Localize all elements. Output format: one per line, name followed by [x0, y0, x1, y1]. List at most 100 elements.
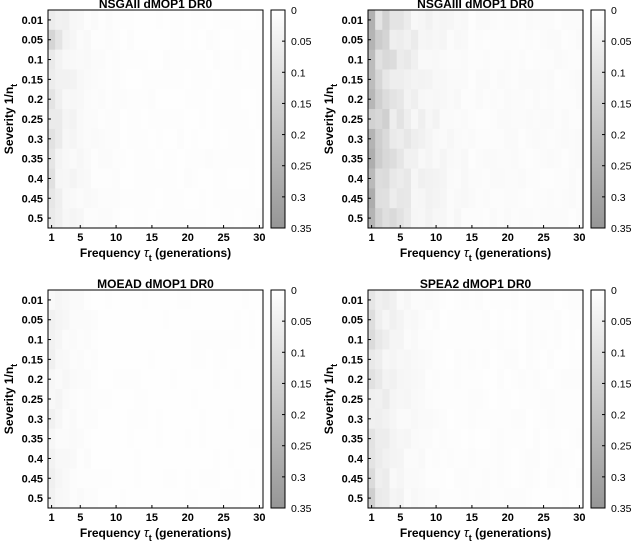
heatmap-cell	[518, 349, 527, 370]
heatmap-cell	[112, 128, 121, 150]
heatmap-cell	[454, 389, 462, 410]
heatmap-cell	[141, 29, 149, 51]
heatmap-cells	[48, 290, 264, 509]
heatmap-cell	[497, 309, 505, 331]
heatmap-cell	[220, 428, 228, 449]
heatmap-cell	[155, 389, 164, 410]
heatmap-cell	[454, 448, 462, 469]
heatmap-cell	[554, 168, 562, 189]
heatmap-cell	[518, 468, 527, 489]
heatmap-cell	[48, 29, 56, 51]
heatmap-cell	[55, 109, 63, 130]
heatmap-cell	[227, 10, 235, 31]
colorbar-tick-label: 0.05	[611, 316, 632, 328]
heatmap-cell	[575, 29, 584, 51]
heatmap-cell	[248, 49, 257, 70]
heatmap-cell	[69, 10, 78, 31]
heatmap-cell	[403, 49, 412, 70]
heatmap-cell	[62, 488, 70, 509]
heatmap-cell	[205, 329, 214, 350]
heatmap-cell	[446, 69, 455, 90]
heatmap-cell	[389, 488, 398, 509]
heatmap-cell	[575, 89, 584, 110]
heatmap-cell	[83, 448, 92, 469]
heatmap-cell	[255, 168, 264, 189]
heatmap-cell	[255, 408, 264, 430]
heatmap-cell	[432, 329, 441, 350]
heatmap-cell	[119, 128, 128, 150]
heatmap-cell	[489, 89, 498, 110]
heatmap-cell	[91, 448, 99, 469]
heatmap-cell	[489, 488, 498, 509]
heatmap-cell	[497, 448, 505, 469]
heatmap-cell	[141, 188, 149, 209]
y-axis-label: Severity 1/nt	[322, 364, 339, 434]
heatmap-cell	[439, 488, 448, 509]
y-tick-label: 0.15	[22, 74, 43, 86]
heatmap-panel: NSGAII dMOP1 DR00.010.050.10.150.20.250.…	[2, 0, 312, 263]
y-axis-label: Severity 1/nt	[322, 84, 339, 154]
heatmap-cell	[432, 49, 441, 70]
heatmap-cell	[518, 49, 527, 70]
heatmap-cell	[439, 69, 448, 90]
heatmap-cell	[91, 208, 99, 229]
heatmap-cell	[198, 369, 207, 390]
heatmap-cell	[403, 29, 412, 51]
heatmap-cell	[475, 329, 484, 350]
heatmap-cell	[234, 309, 242, 331]
heatmap-cell	[375, 208, 383, 229]
heatmap-cell	[432, 408, 441, 430]
heatmap-cell	[184, 468, 192, 489]
heatmap-cell	[148, 309, 156, 331]
heatmap-cell	[105, 290, 113, 311]
heatmap-cell	[396, 428, 405, 449]
heatmap-cell	[227, 428, 235, 449]
heatmap-cell	[91, 349, 99, 370]
heatmap-cell	[482, 448, 491, 469]
heatmap-cell	[497, 468, 505, 489]
y-tick-label: 0.2	[28, 374, 43, 386]
y-axis-label: Severity 1/nt	[2, 84, 19, 154]
heatmap-cell	[177, 208, 185, 229]
heatmap-cell	[126, 408, 135, 430]
heatmap-cell	[227, 389, 235, 410]
heatmap-cell	[461, 10, 469, 31]
heatmap-cell	[561, 168, 570, 189]
heatmap-cell	[525, 29, 534, 51]
heatmap-cell	[446, 428, 455, 449]
heatmap-cell	[439, 109, 448, 130]
heatmap-cell	[382, 349, 390, 370]
heatmap-cell	[411, 290, 419, 311]
heatmap-cell	[255, 49, 264, 70]
heatmap-cell	[425, 168, 433, 189]
heatmap-cell	[504, 408, 512, 430]
heatmap-cell	[418, 49, 426, 70]
heatmap-cell	[162, 369, 171, 390]
heatmap-cell	[241, 309, 250, 331]
heatmap-cell	[91, 369, 99, 390]
heatmap-cell	[76, 488, 85, 509]
heatmap-cell	[169, 10, 178, 31]
heatmap-cell	[554, 10, 562, 31]
heatmap-cell	[205, 49, 214, 70]
heatmap-cell	[177, 428, 185, 449]
heatmap-cell	[234, 128, 242, 150]
heatmap-cell	[446, 408, 455, 430]
heatmap-cell	[98, 309, 106, 331]
heatmap-cell	[432, 69, 441, 90]
heatmap-cell	[418, 389, 426, 410]
heatmap-cell	[511, 89, 519, 110]
heatmap-cell	[547, 468, 555, 489]
heatmap-cell	[141, 148, 149, 169]
heatmap-cell	[198, 329, 207, 350]
heatmap-cell	[446, 29, 455, 51]
heatmap-cell	[425, 389, 433, 410]
heatmap-cell	[155, 188, 164, 209]
heatmap-cell	[540, 168, 548, 189]
heatmap-cell	[48, 168, 56, 189]
heatmap-cell	[547, 428, 555, 449]
heatmap-cell	[62, 349, 70, 370]
heatmap-cell	[482, 188, 491, 209]
heatmap-cell	[55, 168, 63, 189]
heatmap-cell	[446, 369, 455, 390]
